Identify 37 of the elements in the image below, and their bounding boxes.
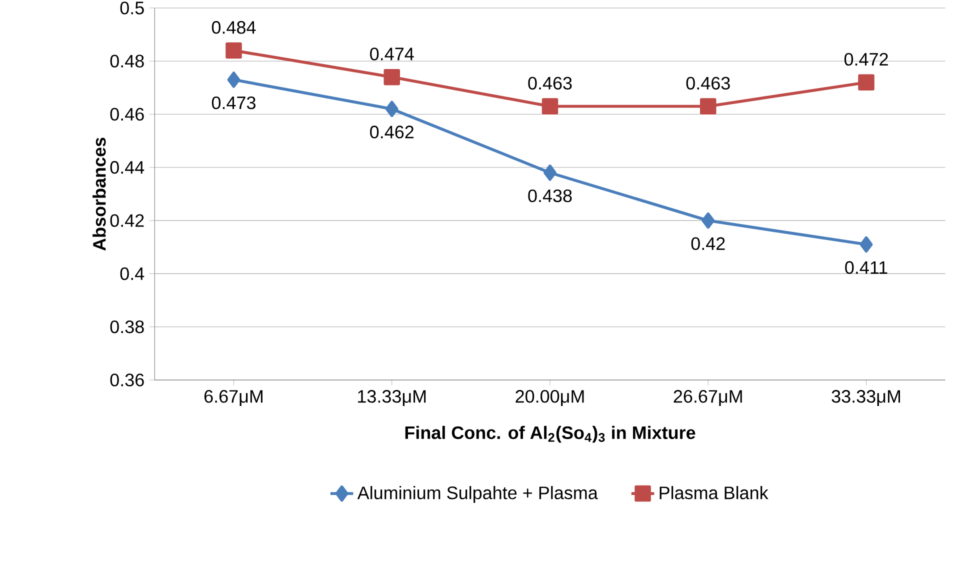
data-label: 0.474 [370,48,414,60]
y-tick-label: 0.4 [120,267,144,280]
point [700,98,716,114]
point [858,74,874,91]
y-tick-label: 0.36 [110,374,144,386]
x-axis-title: Final Conc. of Al$_{2}$(So$_{4}$)$_{3}$ in Mixture [405,426,696,443]
legend-label: Aluminium Sulpahte + Plasma [357,486,598,503]
legend-label: Plasma Blank [660,486,768,500]
data-label: 0.42 [691,237,725,250]
data-label: 0.472 [844,52,888,66]
x-tick-label: 26.67μM [674,390,742,406]
x-tick-label: 33.33μM [832,390,900,406]
data-label: 0.462 [370,126,414,138]
data-label: 0.484 [212,21,256,34]
y-tick-label: 0.38 [110,320,144,334]
point [226,42,242,59]
data-label: 0.411 [845,261,888,274]
point [860,236,873,253]
data-label: 0.438 [528,189,572,202]
data-label: 0.463 [686,76,730,90]
y-tick-label: 0.5 [120,2,144,14]
y-axis-title: Absorbances [92,138,106,251]
y-tick-label: 0.42 [110,214,144,227]
y-tick-label: 0.46 [110,108,144,121]
point [384,68,400,86]
x-tick-label: 13.33μM [358,390,426,406]
point [227,72,240,88]
point [702,212,715,229]
x-tick-label: 6.67μM [204,390,262,406]
y-tick-label: 0.44 [110,161,144,174]
y-tick-label: 0.48 [110,54,144,68]
point [385,100,398,118]
point [542,98,558,114]
x-tick-label: 20.00μM [516,390,584,406]
data-label: 0.473 [212,96,256,110]
data-label: 0.463 [528,76,572,90]
point [544,164,556,181]
